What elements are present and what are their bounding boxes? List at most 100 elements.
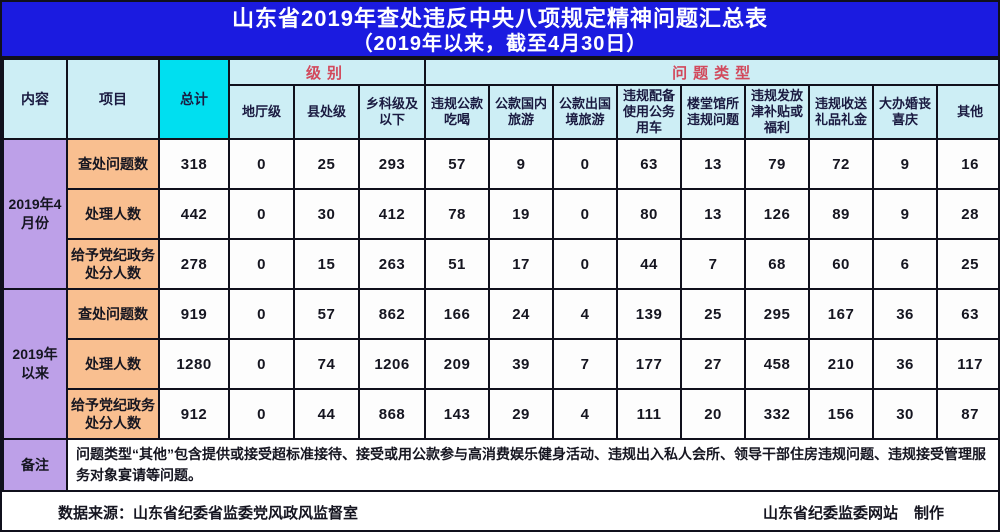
data-cell: 111	[616, 388, 683, 440]
data-cell: 295	[744, 288, 811, 340]
col-header-problem-ceremonies: 大办婚丧喜庆	[872, 84, 939, 140]
col-header-problem-official-cars: 违规配备使用公务用车	[616, 84, 683, 140]
data-cell: 36	[872, 288, 939, 340]
data-cell: 13	[680, 188, 747, 240]
data-cell: 912	[158, 388, 230, 440]
data-cell: 263	[357, 238, 427, 290]
data-cell: 63	[936, 288, 998, 340]
data-cell: 30	[293, 188, 360, 240]
data-cell: 6	[872, 238, 939, 290]
data-cell: 7	[680, 238, 747, 290]
data-cell: 210	[808, 338, 875, 390]
data-cell: 27	[680, 338, 747, 390]
row-label: 给予党纪政务处分人数	[66, 238, 160, 290]
data-cell: 63	[616, 138, 683, 190]
data-cell: 0	[228, 138, 295, 190]
data-cell: 25	[293, 138, 360, 190]
data-cell: 19	[488, 188, 555, 240]
col-header-problem-dining: 违规公款吃喝	[424, 84, 491, 140]
data-cell: 332	[744, 388, 811, 440]
col-header-level-dept: 地厅级	[228, 84, 295, 140]
remark-label: 备注	[2, 438, 68, 492]
data-cell: 0	[552, 188, 619, 240]
period-cell-since-2019: 2019年以来	[2, 288, 68, 440]
data-cell: 72	[808, 138, 875, 190]
maker-text: 山东省纪委监委网站 制作	[763, 502, 944, 523]
data-cell: 0	[552, 138, 619, 190]
data-cell: 57	[293, 288, 360, 340]
row-label: 处理人数	[66, 338, 160, 390]
data-cell: 39	[488, 338, 555, 390]
data-cell: 458	[744, 338, 811, 390]
data-source-text: 数据来源：山东省纪委省监委党风政风监督室	[58, 504, 359, 522]
col-header-problem-domestic-travel: 公款国内旅游	[488, 84, 555, 140]
table-footer: 数据来源：山东省纪委省监委党风政风监督室 山东省纪委监委网站 制作	[2, 492, 998, 530]
data-cell: 868	[357, 388, 427, 440]
data-cell: 74	[293, 338, 360, 390]
data-cell: 7	[552, 338, 619, 390]
row-label: 查处问题数	[66, 288, 160, 340]
col-header-level-township: 乡科级及以下	[357, 84, 427, 140]
data-cell: 78	[424, 188, 491, 240]
data-cell: 28	[936, 188, 998, 240]
data-cell: 0	[228, 188, 295, 240]
data-cell: 862	[357, 288, 427, 340]
data-cell: 4	[552, 388, 619, 440]
row-label: 给予党纪政务处分人数	[66, 388, 160, 440]
data-cell: 68	[744, 238, 811, 290]
maker-site-text: 山东省纪委监委网站	[762, 504, 898, 522]
col-header-problem-abroad-travel: 公款出国境旅游	[552, 84, 619, 140]
data-cell: 1206	[357, 338, 427, 390]
data-cell: 442	[158, 188, 230, 240]
data-cell: 177	[616, 338, 683, 390]
data-cell: 0	[552, 238, 619, 290]
data-cell: 0	[228, 338, 295, 390]
data-cell: 318	[158, 138, 230, 190]
data-cell: 20	[680, 388, 747, 440]
data-cell: 156	[808, 388, 875, 440]
group-header-level: 级别	[227, 58, 427, 86]
data-cell: 44	[293, 388, 360, 440]
remark-text: 问题类型“其他”包含提供或接受超标准接待、接受或用公款参与高消费娱乐健身活动、违…	[65, 438, 998, 492]
page-title: 山东省2019年查处违反中央八项规定精神问题汇总表 （2019年以来，截至4月3…	[2, 2, 998, 58]
data-cell: 919	[158, 288, 230, 340]
data-cell: 29	[488, 388, 555, 440]
data-cell: 0	[228, 238, 295, 290]
data-cell: 293	[357, 138, 427, 190]
data-cell: 87	[936, 388, 998, 440]
col-header-problem-gifts: 违规收送礼品礼金	[808, 84, 875, 140]
data-cell: 209	[424, 338, 491, 390]
period-cell-april: 2019年4月份	[2, 138, 68, 290]
data-cell: 24	[488, 288, 555, 340]
col-header-problem-allowances: 违规发放津补贴或福利	[744, 84, 811, 140]
data-cell: 79	[744, 138, 811, 190]
data-cell: 139	[616, 288, 683, 340]
col-header-problem-buildings: 楼堂馆所违规问题	[680, 84, 747, 140]
data-cell: 25	[680, 288, 747, 340]
title-line-1: 山东省2019年查处违反中央八项规定精神问题汇总表	[232, 6, 768, 31]
data-cell: 4	[552, 288, 619, 340]
data-cell: 17	[488, 238, 555, 290]
group-header-problem-type: 问题类型	[424, 58, 998, 86]
data-cell: 25	[936, 238, 998, 290]
data-cell: 60	[808, 238, 875, 290]
data-cell: 167	[808, 288, 875, 340]
data-cell: 412	[357, 188, 427, 240]
data-cell: 13	[680, 138, 747, 190]
data-cell: 0	[228, 388, 295, 440]
data-cell: 44	[616, 238, 683, 290]
col-header-total: 总计	[158, 58, 230, 140]
data-cell: 16	[936, 138, 998, 190]
col-header-project: 项目	[66, 58, 160, 140]
row-label: 处理人数	[66, 188, 160, 240]
col-header-content: 内容	[2, 58, 68, 140]
maker-label-text: 制作	[913, 504, 944, 522]
row-label: 查处问题数	[66, 138, 160, 190]
col-header-level-county: 县处级	[293, 84, 360, 140]
title-line-2: （2019年以来，截至4月30日）	[352, 33, 648, 55]
data-cell: 117	[936, 338, 998, 390]
data-cell: 143	[424, 388, 491, 440]
col-header-problem-other: 其他	[936, 84, 998, 140]
data-cell: 30	[872, 388, 939, 440]
